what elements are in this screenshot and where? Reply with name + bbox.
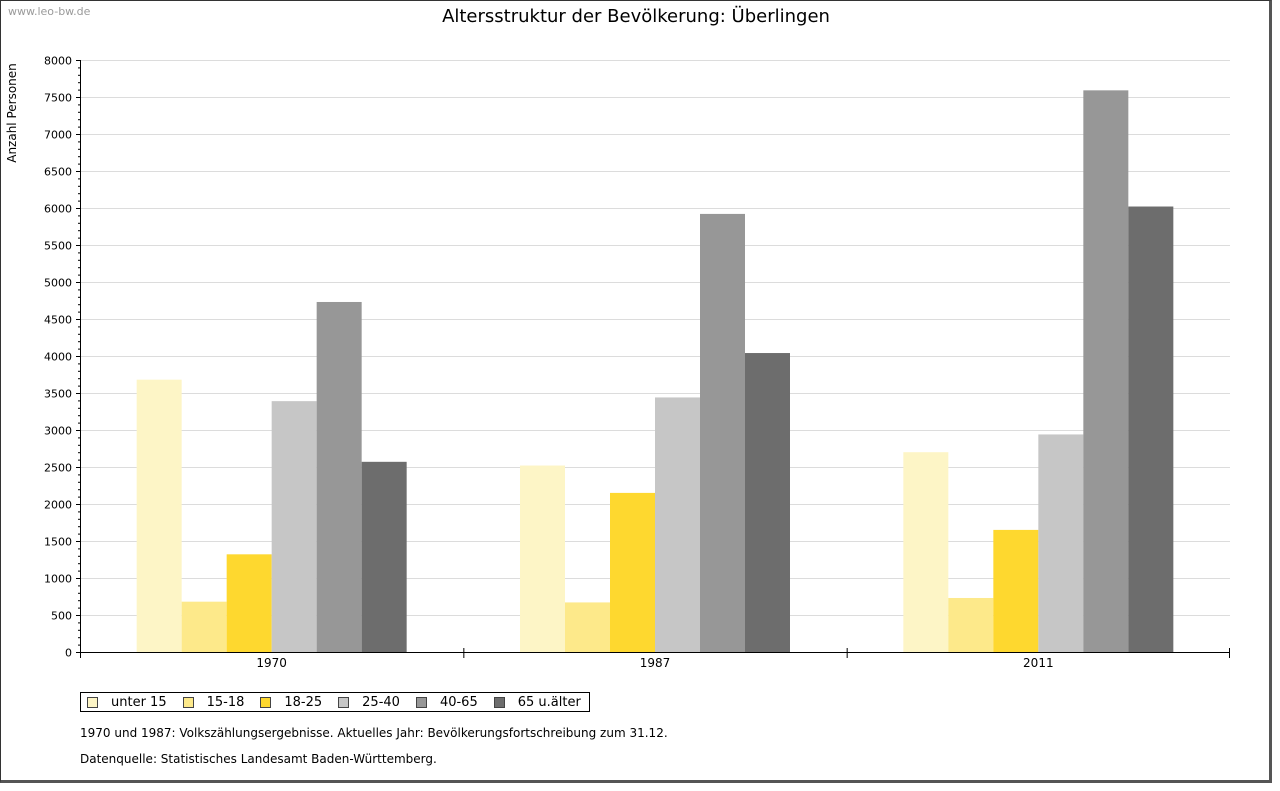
bar-1970-4 [316,301,362,652]
bar-2011-3 [1038,434,1084,652]
footnote-census: 1970 und 1987: Volkszählungsergebnisse. … [80,726,668,740]
y-tick-label: 3000 [44,425,72,438]
y-axis-label: Anzahl Personen [5,63,19,163]
y-tick-label: 6000 [44,203,72,216]
bar-1987-3 [655,397,700,652]
legend-swatch [338,696,350,708]
y-tick-label: 7500 [44,92,72,105]
legend-swatch [493,696,505,708]
chart-title: Altersstruktur der Bevölkerung: Überling… [442,6,830,27]
legend-label: unter 15 [111,694,167,710]
bar-1987-2 [610,492,655,652]
legend-swatch [415,696,427,708]
y-tick-label: 4500 [44,314,72,327]
legend: unter 15 15-18 18-25 25-40 40-65 65 u.älter [80,692,590,712]
legend-item: 40-65 [415,694,478,710]
legend-label: 15-18 [206,694,245,710]
y-tick-label: 6500 [44,166,72,179]
y-tick-label: 2000 [44,499,72,512]
bar-1970-5 [361,461,407,652]
legend-swatch [260,696,272,708]
bar-1970-3 [271,401,317,652]
x-tick-label: 1987 [640,656,671,670]
y-tick-label: 1500 [44,536,72,549]
y-tick-label: 3500 [44,388,72,401]
bar-2011-0 [903,452,949,652]
bar-1970-2 [226,554,272,652]
y-tick-label: 7000 [44,129,72,142]
bar-1987-5 [745,353,790,652]
bar-2011-4 [1083,90,1129,653]
legend-swatch [182,696,194,708]
bar-1987-4 [700,213,745,653]
legend-item: 18-25 [260,695,322,710]
bar-2011-5 [1128,206,1174,652]
legend-item: unter 15 [87,695,167,710]
x-tick-label: 1970 [256,656,287,670]
y-tick-label: 4000 [44,351,72,364]
y-tick-label: 2500 [44,462,72,475]
legend-label: 40-65 [439,694,478,710]
y-tick-label: 5500 [44,240,72,253]
y-tick-label: 8000 [44,55,72,68]
x-tick-label: 2011 [1023,656,1054,670]
y-tick-label: 1000 [44,573,72,586]
y-tick-label: 500 [51,610,72,623]
y-tick-label: 0 [65,647,72,660]
y-tick-label: 5000 [44,277,72,290]
bar-2011-1 [948,597,994,652]
legend-item: 15-18 [182,694,245,710]
legend-label: 25-40 [362,694,400,710]
footnote-source: Datenquelle: Statistisches Landesamt Bad… [80,752,437,766]
legend-label: 18-25 [284,694,323,710]
bar-chart: 0 500 1000 1500 2000 2500 3000 3500 4000 4500 5000… [5,55,1230,670]
watermark: www.leo-bw.de [8,5,91,18]
legend-item: 25-40 [338,695,400,710]
legend-item: 65 u.älter [493,694,581,710]
bar-1987-1 [565,602,610,652]
bar-1970-1 [181,601,227,652]
legend-label: 65 u.älter [517,694,581,710]
legend-swatch [87,696,98,708]
bar-1970-0 [136,379,182,652]
bar-2011-2 [993,529,1039,652]
bar-1987-0 [520,465,565,652]
